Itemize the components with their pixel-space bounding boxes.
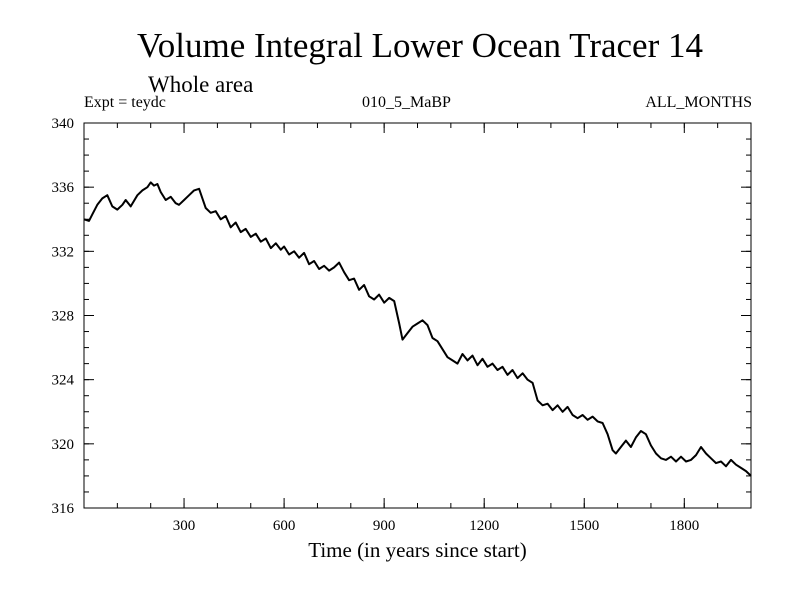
series-group: [83, 181, 752, 477]
plot-frame: [83, 122, 752, 509]
y-tick-label: 332: [52, 244, 75, 260]
period-label: ALL_MONTHS: [645, 94, 752, 111]
experiment-label: Expt = teydc: [84, 94, 166, 111]
x-tick-label: 900: [373, 518, 396, 534]
y-tick-label: 316: [52, 501, 75, 517]
run-label: 010_5_MaBP: [362, 94, 451, 111]
x-tick-label: 1500: [569, 518, 599, 534]
axis-ticks: [84, 123, 751, 508]
y-tick-label: 340: [52, 116, 75, 132]
x-axis-title: Time (in years since start): [308, 538, 527, 562]
chart-title: Volume Integral Lower Ocean Tracer 14: [137, 26, 703, 65]
x-tick-label: 300: [173, 518, 196, 534]
series-line: [83, 181, 752, 477]
tick-labels: 300 600 900 1200 1500 1800 316 320 324 328 332 336 3…: [52, 116, 700, 534]
y-tick-label: 328: [52, 309, 75, 325]
x-tick-label: 1800: [669, 518, 699, 534]
x-tick-label: 600: [273, 518, 296, 534]
y-tick-label: 324: [52, 373, 75, 389]
x-tick-label: 1200: [469, 518, 499, 534]
chart-subtitle: Whole area: [148, 72, 254, 97]
y-tick-label: 336: [52, 180, 75, 196]
y-tick-label: 320: [52, 437, 75, 453]
